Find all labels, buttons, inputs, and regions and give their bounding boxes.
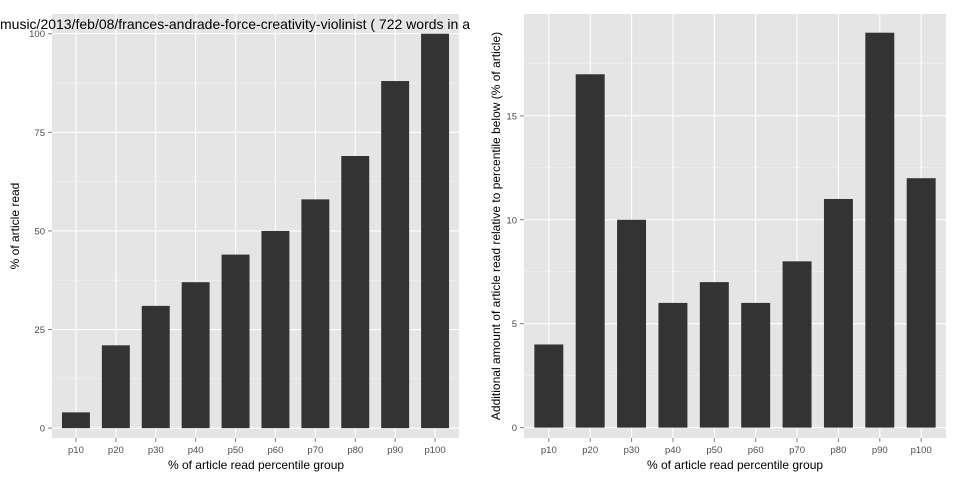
x-tick-label: p20 <box>582 445 598 456</box>
bar-p90 <box>381 81 410 429</box>
bar-p30 <box>617 219 647 428</box>
bar-p30 <box>141 305 170 429</box>
bar-p60 <box>261 230 290 429</box>
x-tick-label: p90 <box>872 445 888 456</box>
x-tick-label: p20 <box>108 445 124 456</box>
left-x-ticks: p10 p20 p30 p40 p50 p60 p70 p80 p90 p100 <box>68 438 446 456</box>
right-chart: 0 5 10 15 p10 p20 p30 p40 p50 p60 p70 p80 p90 p100 %… <box>489 14 946 472</box>
bar-p100 <box>906 178 936 428</box>
x-tick-label: p50 <box>228 445 244 456</box>
y-tick-label: 100 <box>29 29 45 40</box>
x-tick-label: p10 <box>68 445 84 456</box>
x-tick-label: p70 <box>307 445 323 456</box>
x-tick-label: p100 <box>911 445 932 456</box>
y-tick-label: 5 <box>512 319 517 330</box>
y-tick-label: 50 <box>34 226 45 237</box>
y-tick-label: 0 <box>40 424 45 435</box>
bar-p10 <box>534 344 564 428</box>
x-tick-label: p80 <box>347 445 363 456</box>
right-bars <box>534 32 936 428</box>
y-tick-label: 25 <box>34 325 45 336</box>
bar-p20 <box>101 345 130 429</box>
x-tick-label: p60 <box>268 445 284 456</box>
left-y-ticks: 0 25 50 75 100 <box>29 29 52 435</box>
right-y-ticks: 0 5 10 15 <box>506 111 524 434</box>
y-tick-label: 75 <box>34 128 45 139</box>
bar-p60 <box>741 302 771 428</box>
bar-p90 <box>865 32 895 428</box>
bar-p80 <box>823 198 853 428</box>
y-tick-label: 10 <box>506 215 517 226</box>
y-tick-label: 15 <box>506 111 517 122</box>
right-y-axis-title: Additional amount of article read relati… <box>489 32 503 420</box>
x-tick-label: p90 <box>387 445 403 456</box>
x-tick-label: p10 <box>541 445 557 456</box>
left-y-axis-title: % of article read <box>8 183 22 270</box>
bar-p70 <box>782 261 812 428</box>
x-tick-label: p40 <box>188 445 204 456</box>
x-tick-label: p80 <box>831 445 847 456</box>
y-tick-label: 0 <box>512 423 517 434</box>
right-x-ticks: p10 p20 p30 p40 p50 p60 p70 p80 p90 p100 <box>541 438 932 456</box>
x-tick-label: p40 <box>665 445 681 456</box>
x-tick-label: p70 <box>789 445 805 456</box>
bar-p20 <box>575 74 605 428</box>
left-chart-title: music/2013/feb/08/frances-andrade-force-… <box>0 16 470 32</box>
bar-p10 <box>61 412 90 429</box>
x-tick-label: p30 <box>148 445 164 456</box>
bar-p40 <box>658 302 688 428</box>
bar-p50 <box>221 254 250 429</box>
bar-p40 <box>181 282 210 429</box>
right-x-axis-title: % of article read percentile group <box>647 458 823 472</box>
bar-p50 <box>699 282 729 428</box>
bar-p70 <box>301 199 330 429</box>
x-tick-label: p50 <box>706 445 722 456</box>
left-x-axis-title: % of article read percentile group <box>168 458 344 472</box>
x-tick-label: p100 <box>424 445 445 456</box>
bar-p100 <box>421 33 450 429</box>
x-tick-label: p30 <box>624 445 640 456</box>
left-bars <box>61 33 450 429</box>
bar-p80 <box>341 155 370 429</box>
x-tick-label: p60 <box>748 445 764 456</box>
